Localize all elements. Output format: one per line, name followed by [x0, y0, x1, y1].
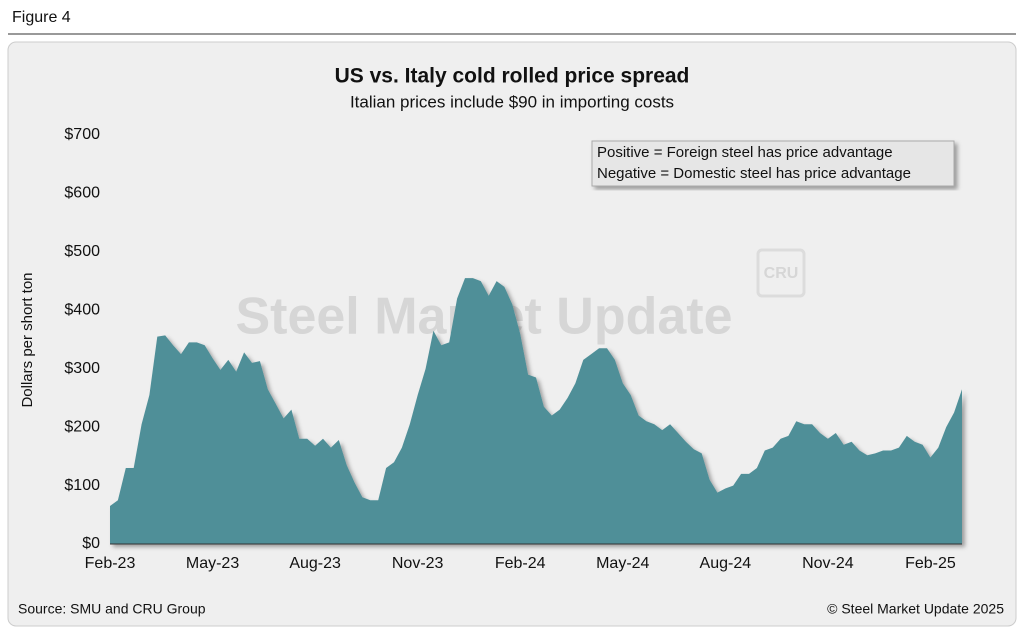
- annotation-box: [591, 140, 955, 187]
- plot: $0 $100 $200 $300 $400 $500 $600 $700 Feb-23 May-…: [64, 126, 962, 572]
- watermark-logo: CRU: [764, 265, 799, 282]
- x-tick-label: May-23: [186, 555, 239, 572]
- x-tick-label: Nov-23: [392, 555, 444, 572]
- x-tick-label: Aug-24: [700, 555, 752, 572]
- y-tick-label: $300: [64, 360, 100, 377]
- x-tick-label: Nov-24: [802, 555, 854, 572]
- annotation-line: Positive = Foreign steel has price advan…: [597, 144, 893, 161]
- y-tick-label: $100: [64, 477, 100, 494]
- x-tick-label: Feb-24: [495, 555, 546, 572]
- y-tick-label: $600: [64, 185, 100, 202]
- x-tick-label: Feb-25: [905, 555, 956, 572]
- y-tick-label: $400: [64, 302, 100, 319]
- y-tick-label: $0: [82, 535, 100, 552]
- annotation-line: Negative = Domestic steel has price adva…: [597, 165, 911, 182]
- x-tick-label: Aug-23: [289, 555, 341, 572]
- y-tick-label: $200: [64, 418, 100, 435]
- chart-subtitle: Italian prices include $90 in importing …: [350, 92, 674, 111]
- source: Source: SMU and CRU Group: [18, 601, 206, 617]
- area: [110, 278, 962, 544]
- x-tick-label: Feb-23: [85, 555, 136, 572]
- y-axis-label: Dollars per short ton: [19, 272, 36, 407]
- figure-label: Figure 4: [12, 9, 71, 26]
- watermark-logo-box: [756, 248, 806, 298]
- y-tick-label: $700: [64, 126, 100, 143]
- copyright: © Steel Market Update 2025: [827, 601, 1004, 617]
- y-tick-label: $500: [64, 243, 100, 260]
- x-tick-label: May-24: [596, 555, 649, 572]
- chart-title: US vs. Italy cold rolled price spread: [335, 65, 690, 88]
